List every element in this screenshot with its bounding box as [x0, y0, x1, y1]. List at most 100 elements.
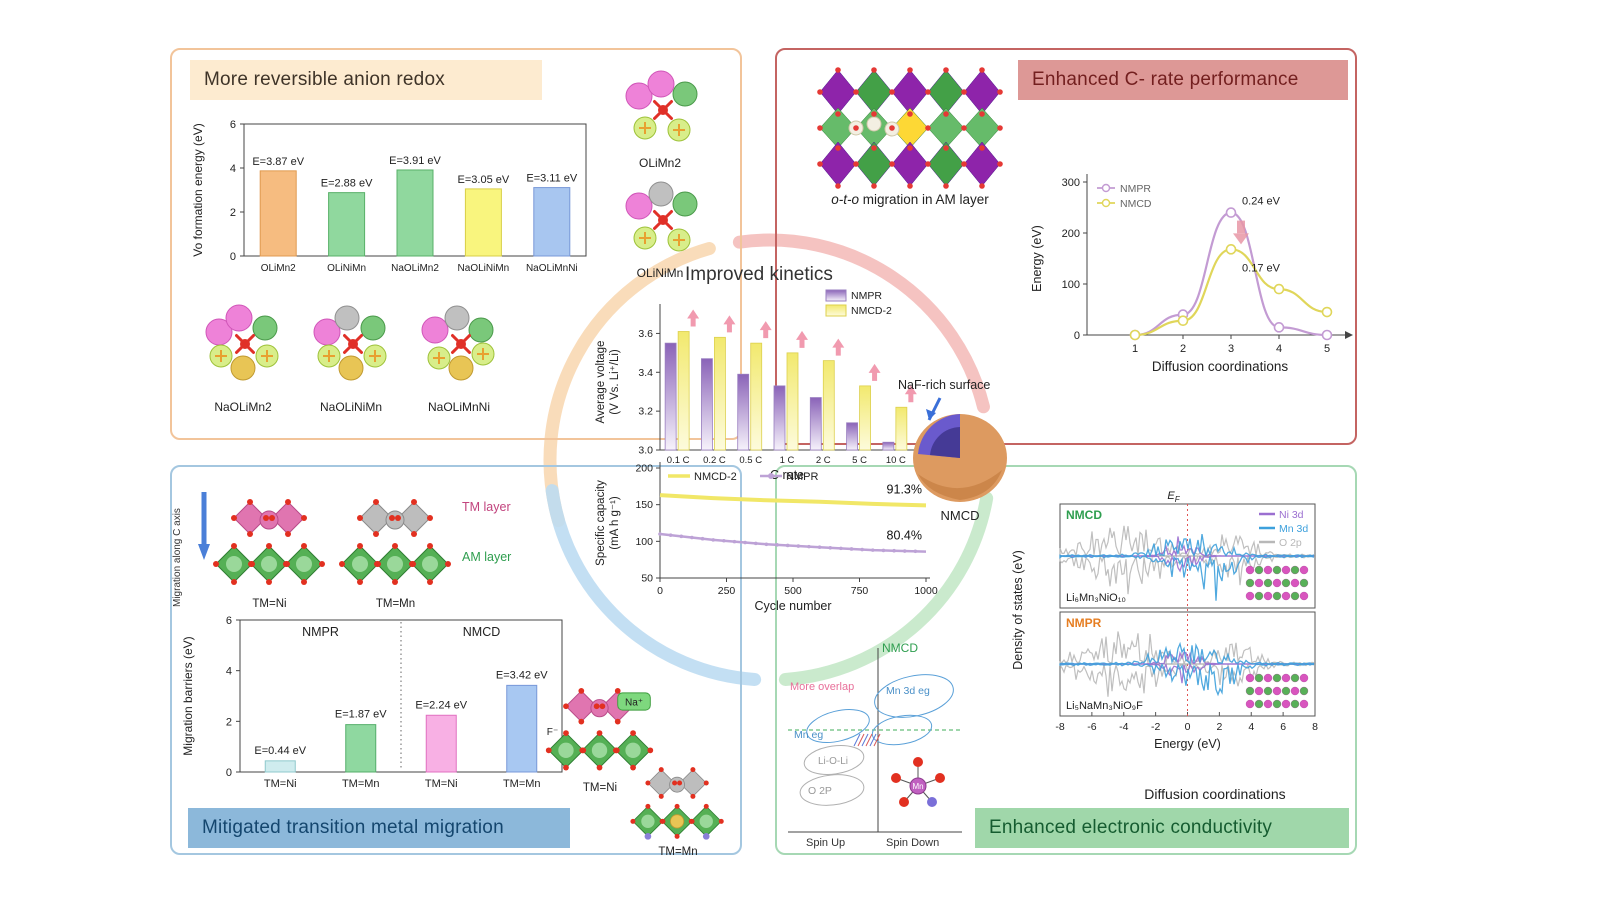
am-layer-label: AM layer — [462, 550, 512, 564]
svg-text:500: 500 — [784, 585, 802, 597]
structure-f-tm-ni: Na⁺ F⁻ — [545, 688, 654, 771]
svg-text:300: 300 — [1062, 177, 1080, 189]
crystal-structure — [817, 67, 1003, 189]
svg-text:E=3.11 eV: E=3.11 eV — [526, 173, 578, 185]
svg-text:91.3%: 91.3% — [887, 482, 922, 496]
svg-text:0: 0 — [230, 251, 236, 263]
svg-text:NaOLiNiMn: NaOLiNiMn — [458, 263, 510, 274]
molecule-olinimn-label: OLiNiMn — [636, 266, 684, 280]
svg-text:E=3.91 eV: E=3.91 eV — [389, 155, 441, 167]
svg-text:Mn 3d: Mn 3d — [1279, 523, 1308, 535]
svg-text:0.17 eV: 0.17 eV — [1242, 262, 1281, 274]
conductivity-title-label: Enhanced electronic conductivity — [989, 817, 1273, 838]
svg-text:Specific capacity: Specific capacity — [595, 480, 607, 566]
diffusion-coordinations-caption: Diffusion coordinations — [1144, 786, 1286, 802]
svg-text:1: 1 — [1132, 343, 1138, 355]
svg-text:0.2 C: 0.2 C — [703, 455, 726, 466]
svg-text:E=2.88 eV: E=2.88 eV — [321, 178, 373, 190]
anion-redox-title-label: More reversible anion redox — [204, 69, 445, 90]
svg-text:150: 150 — [635, 499, 653, 511]
svg-text:200: 200 — [1062, 228, 1080, 240]
svg-text:-6: -6 — [1087, 721, 1096, 733]
svg-text:4: 4 — [226, 666, 232, 678]
svg-text:TM=Mn: TM=Mn — [503, 778, 541, 790]
svg-text:TM=Mn: TM=Mn — [342, 778, 380, 790]
svg-text:80.4%: 80.4% — [887, 529, 922, 543]
svg-text:2 C: 2 C — [816, 455, 831, 466]
structure-tm-ni-label: TM=Ni — [252, 598, 287, 610]
dos-chart: -8 -6 -4 -2 0 2 4 6 8 Energy (eV) Density of state… — [1011, 490, 1318, 751]
molecule-olinimn — [625, 181, 698, 252]
tm-layer-label: TM layer — [462, 500, 511, 514]
svg-text:2: 2 — [230, 207, 236, 219]
molecule-naolimn2-label: NaOLiMn2 — [214, 400, 272, 414]
svg-text:E=3.42 eV: E=3.42 eV — [496, 669, 548, 681]
svg-text:6: 6 — [230, 119, 236, 131]
svg-text:More overlap: More overlap — [790, 681, 854, 693]
svg-text:NMCD-2: NMCD-2 — [694, 471, 737, 483]
anion-redox-title: More reversible anion redox — [190, 60, 542, 100]
svg-text:100: 100 — [1062, 279, 1080, 291]
molecule-naolimnni-label: NaOLiMnNi — [427, 400, 490, 414]
svg-text:0: 0 — [657, 585, 663, 597]
svg-text:Mn 3d eg: Mn 3d eg — [886, 685, 930, 697]
svg-text:NaOLiMn2: NaOLiMn2 — [391, 263, 439, 274]
svg-text:Na⁺: Na⁺ — [625, 697, 643, 708]
svg-text:O 2p: O 2p — [1279, 537, 1302, 549]
svg-text:Migration barriers (eV): Migration barriers (eV) — [181, 636, 195, 755]
naf-surface-label: NaF-rich surface — [898, 378, 991, 392]
migration-title-label: Mitigated transition metal migration — [202, 817, 504, 838]
svg-text:2: 2 — [226, 716, 232, 728]
molecule-naolimn2 — [205, 304, 279, 381]
panel-migration-frame — [170, 465, 742, 855]
svg-text:0: 0 — [1185, 721, 1191, 733]
decorative-ring — [543, 233, 994, 686]
svg-text:0.5 C: 0.5 C — [739, 455, 762, 466]
svg-text:NaOLiMnNi: NaOLiMnNi — [526, 263, 578, 274]
svg-text:Average voltage: Average voltage — [595, 341, 607, 424]
svg-text:4: 4 — [1276, 343, 1282, 355]
svg-text:NMCD: NMCD — [463, 625, 501, 639]
migration-title: Mitigated transition metal migration — [188, 808, 570, 848]
svg-text:1000: 1000 — [914, 585, 938, 597]
svg-text:F⁻: F⁻ — [547, 727, 558, 738]
svg-text:-2: -2 — [1151, 721, 1160, 733]
svg-text:2: 2 — [1216, 721, 1222, 733]
panel-conductivity-frame — [775, 465, 1357, 855]
svg-text:3.2: 3.2 — [638, 406, 653, 418]
svg-text:Cycle number: Cycle number — [754, 599, 831, 613]
molecule-olimn2-label: OLiMn2 — [638, 156, 682, 170]
svg-text:Vo formation energy (eV): Vo formation energy (eV) — [191, 123, 205, 256]
svg-text:Ni 3d: Ni 3d — [1279, 509, 1304, 521]
svg-text:NMCD: NMCD — [1120, 198, 1152, 210]
svg-text:Energy (eV): Energy (eV) — [1154, 737, 1221, 751]
svg-text:E=3.05 eV: E=3.05 eV — [458, 174, 510, 186]
structure-tm-mn — [339, 499, 451, 585]
svg-text:TM=Ni: TM=Ni — [425, 778, 458, 790]
vo-formation-chart: 0 2 4 6 E=3.87 eV OLiMn2 E=2.88 eV OLiNiMn E=3.9… — [191, 119, 587, 274]
structure-caption: o-t-o migration in AM layer — [800, 192, 1020, 207]
svg-text:E=2.24 eV: E=2.24 eV — [415, 699, 467, 711]
molecule-olimn2 — [625, 70, 698, 142]
svg-text:0.24 eV: 0.24 eV — [1242, 196, 1281, 208]
improved-kinetics-title: Improved kinetics — [685, 264, 833, 285]
structure-f-tm-mn-label: TM=Mn — [658, 846, 698, 858]
svg-text:Li₆Mn₃NiO₁₀: Li₆Mn₃NiO₁₀ — [1066, 592, 1126, 604]
svg-text:3.4: 3.4 — [638, 367, 653, 379]
svg-text:TM=Ni: TM=Ni — [264, 778, 297, 790]
svg-text:EF: EF — [1167, 490, 1180, 504]
structure-caption-italic: o-t-o — [831, 192, 859, 207]
migration-axis-arrow — [198, 492, 210, 560]
svg-text:8: 8 — [1312, 721, 1318, 733]
svg-text:0: 0 — [1074, 330, 1080, 342]
svg-text:C rate: C rate — [770, 468, 804, 482]
panel-crate-frame — [775, 48, 1357, 445]
svg-text:Spin Down: Spin Down — [886, 837, 939, 849]
orbital-schematic: NMCD More overlap Mn 3d eg Mn eg Li-O-Li O 2P… — [788, 641, 962, 849]
structure-f-tm-mn — [630, 767, 724, 840]
molecule-naolinimn — [313, 305, 387, 381]
conductivity-title: Enhanced electronic conductivity — [975, 808, 1349, 848]
svg-text:200: 200 — [635, 463, 653, 475]
svg-text:6: 6 — [1280, 721, 1286, 733]
crate-title: Enhanced C- rate performance — [1018, 60, 1348, 100]
